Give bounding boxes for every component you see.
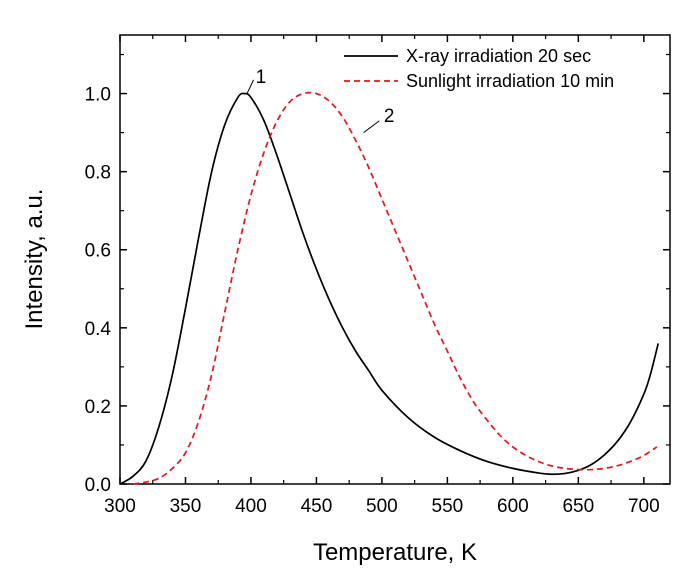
y-tick-label: 1.0 (85, 85, 111, 106)
y-tick-label: 0.2 (85, 397, 111, 418)
series-line-2 (132, 91, 658, 485)
legend: X-ray irradiation 20 sec Sunlight irradia… (344, 46, 614, 91)
y-tick-label: 0.8 (85, 163, 111, 184)
x-tick-label: 600 (497, 496, 529, 517)
x-axis-title: Temperature, K (313, 539, 477, 566)
annotation-label-2: 2 (384, 106, 395, 127)
legend-label-1: X-ray irradiation 20 sec (406, 46, 591, 66)
x-tick-label: 500 (366, 496, 398, 517)
plot-area (119, 34, 671, 485)
x-tick-label: 700 (628, 496, 660, 517)
x-tick-label: 550 (432, 496, 464, 517)
y-tick-label: 0.6 (85, 241, 111, 262)
x-tick-label: 300 (104, 496, 136, 517)
legend-label-2: Sunlight irradiation 10 min (406, 71, 614, 91)
annotation-leader (246, 79, 255, 94)
x-tick-label: 400 (235, 496, 267, 517)
annotation-leader (363, 120, 380, 134)
y-axis-title: Intensity, a.u. (21, 189, 48, 330)
series-line-1 (119, 92, 660, 485)
annotation-label-1: 1 (256, 67, 267, 88)
y-tick-label: 0.0 (85, 475, 111, 496)
x-tick-label: 450 (301, 496, 333, 517)
y-tick-label: 0.4 (85, 319, 112, 340)
x-tick-label: 350 (170, 496, 202, 517)
x-tick-label: 650 (562, 496, 594, 517)
